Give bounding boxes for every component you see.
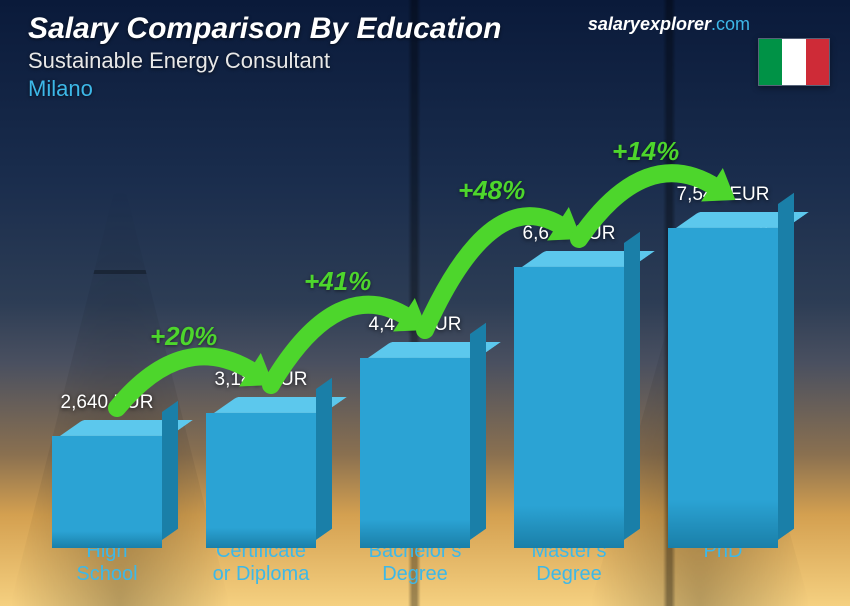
- bar-0: 2,640 EUR HighSchool: [36, 392, 178, 586]
- bar-3d: [668, 212, 778, 532]
- bar-front-face: [514, 267, 624, 548]
- bar-3d: [52, 420, 162, 532]
- bar-front-face: [668, 228, 778, 548]
- bar-3d: [206, 397, 316, 532]
- chart-location: Milano: [28, 76, 822, 102]
- bar-3d: [514, 251, 624, 532]
- bar-value-label: 6,620 EUR: [523, 223, 616, 245]
- bar-side-face: [624, 232, 640, 540]
- bar-chart: 2,640 EUR HighSchool 3,180 EUR Certifica…: [30, 66, 800, 586]
- chart-title: Salary Comparison By Education: [28, 12, 822, 46]
- bar-side-face: [470, 323, 486, 540]
- bar-1: 3,180 EUR Certificateor Diploma: [190, 369, 332, 586]
- bar-front-face: [52, 436, 162, 548]
- chart-subtitle: Sustainable Energy Consultant: [28, 48, 822, 74]
- bar-front-face: [206, 413, 316, 548]
- bar-side-face: [316, 378, 332, 540]
- bar-2: 4,470 EUR Bachelor'sDegree: [344, 314, 486, 586]
- bar-3: 6,620 EUR Master'sDegree: [498, 223, 640, 586]
- bar-value-label: 7,540 EUR: [677, 184, 770, 206]
- header: Salary Comparison By Education Sustainab…: [28, 12, 822, 102]
- bar-4: 7,540 EUR PhD: [652, 184, 794, 586]
- bar-side-face: [778, 193, 794, 540]
- bar-front-face: [360, 358, 470, 548]
- bar-value-label: 3,180 EUR: [215, 369, 308, 391]
- bar-value-label: 4,470 EUR: [369, 314, 462, 336]
- bar-value-label: 2,640 EUR: [61, 392, 154, 414]
- bar-3d: [360, 342, 470, 532]
- bar-side-face: [162, 401, 178, 540]
